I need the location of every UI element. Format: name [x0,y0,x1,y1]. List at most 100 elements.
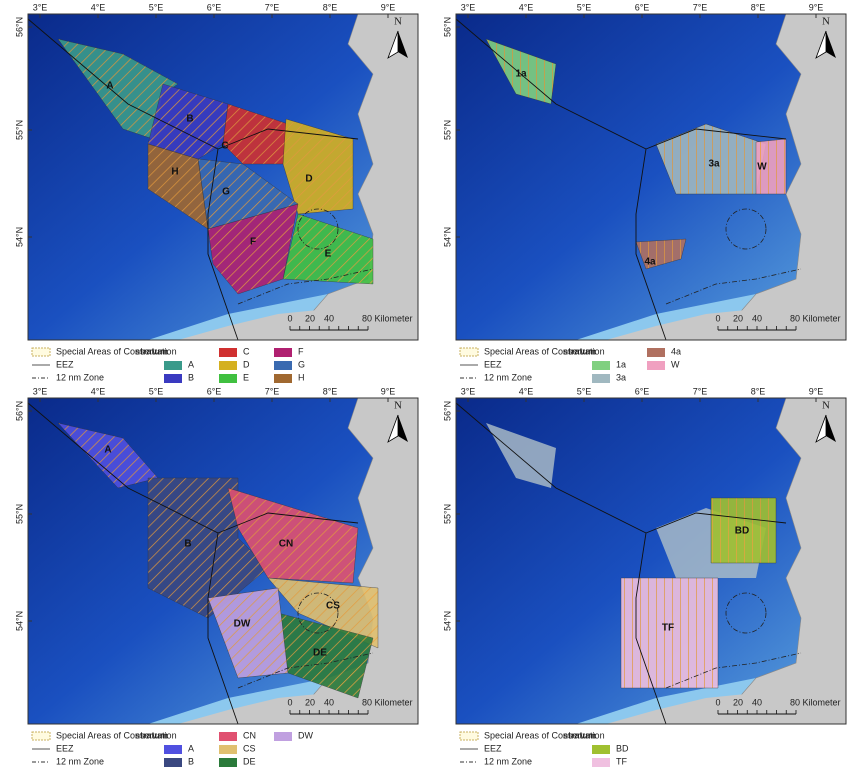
longitude-label: 8°E [751,2,766,12]
stratum-label: 4a [644,257,656,268]
stratum-area [227,487,359,584]
legend-swatch [592,361,610,370]
legend-title: stratum [563,346,596,356]
scale-label: 80 Kilometer [790,313,841,323]
legend-label: E [243,372,249,382]
legend-label: CS [243,743,256,753]
legend-label: Special Areas of Conservation [484,346,605,356]
legend-label: B [188,756,194,766]
longitude-label: 9°E [809,386,824,396]
zone-line [725,208,767,250]
scale-label: 20 [305,313,315,323]
legend-swatch [164,745,182,754]
longitude-label: 7°E [693,2,708,12]
north-arrow [815,30,827,59]
longitude-label: 4°E [91,2,106,12]
eez-line [217,512,359,534]
legend-swatch [274,374,292,383]
legend-label: Special Areas of Conservation [56,730,177,740]
legend-label: 12 nm Zone [56,756,104,766]
map-frame [455,397,847,725]
legend-label: B [188,372,194,382]
longitude-label: 5°E [149,386,164,396]
north-arrow [398,415,408,442]
stratum-area [485,38,557,105]
zone-line [297,592,339,634]
zone-line [237,652,374,689]
north-arrow [826,415,836,442]
scale-label: 0 [287,697,292,707]
north-label: N [394,400,402,412]
latitude-label: 55°N [14,120,24,140]
stratum-label: TF [662,623,674,634]
map-panel: 1a 3a 4a W 3°E 4°E 5°E 6°E 7°E 8°E 9°E 56°N 55°N 54°N… [442,2,847,341]
stratum-area [710,497,777,564]
longitude-label: 5°E [577,386,592,396]
stratum-label: DE [313,648,327,659]
stratum-area [267,577,379,649]
eez-line [455,18,667,341]
stratum-label: C [221,141,228,152]
legend-label: Special Areas of Conservation [484,730,605,740]
latitude-label: 54°N [14,611,24,631]
legend-label: 4a [671,346,681,356]
stratum-area [755,138,787,195]
eez-line [27,402,239,725]
legend-swatch [164,361,182,370]
legend-label: 3a [616,372,626,382]
reference-area [486,423,556,488]
latitude-label: 55°N [442,504,452,524]
legend-swatch [31,731,51,741]
zone-line [665,652,802,689]
scale-label: 0 [287,313,292,323]
legend-label: Special Areas of Conservation [56,346,177,356]
legend-label: 12 nm Zone [56,372,104,382]
longitude-label: 6°E [635,2,650,12]
scale-label: 40 [752,313,762,323]
scale-label: 20 [305,697,315,707]
legend-swatch [219,374,237,383]
legend-label: EEZ [56,359,74,369]
legend-swatch [219,732,237,741]
longitude-label: 4°E [519,386,534,396]
stratum-label: B [184,539,191,550]
zone-line [725,592,767,634]
north-label: N [822,16,830,28]
legend-label: A [188,359,194,369]
map-frame [27,13,419,341]
longitude-label: 9°E [809,2,824,12]
latitude-label: 56°N [442,17,452,37]
legend-swatch [31,347,51,357]
stratum-label: DW [234,619,251,630]
longitude-label: 9°E [381,2,396,12]
latitude-label: 56°N [14,17,24,37]
legend-label: 1a [616,359,626,369]
scale-label: 40 [324,697,334,707]
latitude-label: 56°N [14,401,24,421]
eez-line [217,128,359,150]
longitude-label: 4°E [519,2,534,12]
legend-swatch [164,374,182,383]
north-label: N [822,400,830,412]
legend: Special Areas of Conservation EEZ 12 nm Zo… [31,730,313,767]
eez-line [455,402,667,725]
zone-line [237,268,374,305]
north-label: N [394,16,402,28]
legend-swatch [592,374,610,383]
legend-swatch [219,361,237,370]
longitude-label: 4°E [91,386,106,396]
longitude-label: 3°E [461,2,476,12]
legend: Special Areas of Conservation EEZ 12 nm Zo… [31,346,305,383]
scale-label: 20 [733,313,743,323]
legend-swatch [459,347,479,357]
scale-label: 80 Kilometer [790,697,841,707]
legend-title: stratum [563,730,596,740]
latitude-label: 54°N [14,227,24,247]
legend-swatch [647,348,665,357]
stratum-label: W [757,162,767,173]
land-south [178,304,418,340]
legend-swatch [459,731,479,741]
legend-label: 12 nm Zone [484,372,532,382]
map-frame [27,397,419,725]
